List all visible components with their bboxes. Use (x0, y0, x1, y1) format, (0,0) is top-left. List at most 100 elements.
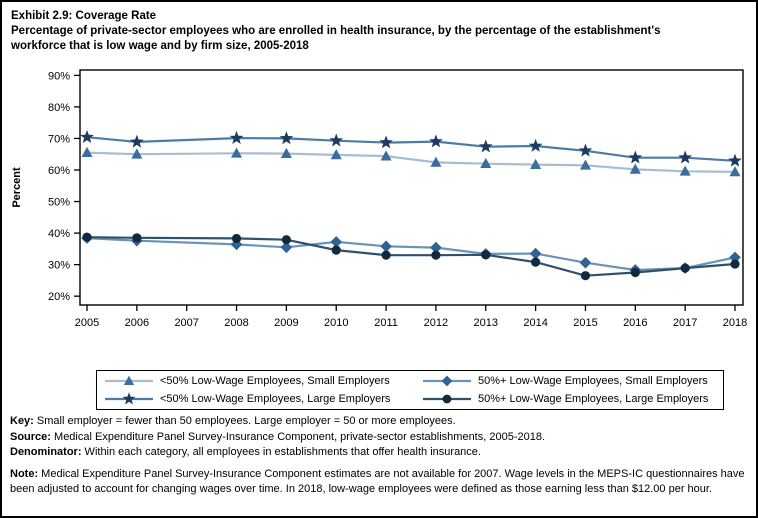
coverage-rate-line-chart: 20% 30% 40% 50% 60% 70% 80% 90% 2005 2006 2007 2008… (11, 69, 747, 329)
x-tick-label: 2012 (424, 317, 448, 329)
y-tick-label: 20% (48, 291, 70, 303)
y-tick-label: 90% (48, 70, 70, 82)
footnotes: Key: Small employer = fewer than 50 empl… (10, 414, 752, 498)
data-point-marker (331, 245, 341, 255)
legend-item: <50% Low-Wage Employees, Large Employers (105, 392, 423, 406)
data-point-marker (380, 240, 392, 253)
data-point-marker (680, 263, 690, 273)
y-tick-label: 70% (48, 133, 70, 145)
legend-diamond-marker-icon (423, 374, 471, 388)
data-point-marker (132, 233, 142, 243)
data-point-marker (279, 131, 294, 145)
data-point-marker (329, 133, 344, 147)
data-point-marker (379, 135, 393, 149)
x-tick-label: 2011 (374, 317, 398, 329)
data-point-marker (580, 271, 591, 281)
plot-border (79, 69, 744, 306)
series-line-2 (86, 237, 736, 272)
legend-label: <50% Low-Wage Employees, Small Employers (160, 375, 390, 387)
data-point-marker (330, 236, 343, 248)
data-point-marker (430, 241, 442, 254)
legend-triangle-marker-icon (105, 374, 153, 388)
x-axis: 2005 2006 2007 2008 2009 2010 2011 2012 2013 2014… (75, 305, 747, 329)
data-point-marker (478, 139, 493, 153)
x-tick-label: 2016 (623, 317, 647, 329)
data-point-marker (81, 146, 93, 157)
x-tick-label: 2005 (75, 317, 99, 329)
y-tick-label: 30% (48, 260, 70, 272)
data-point-marker (729, 251, 741, 264)
data-point-marker (729, 166, 741, 177)
legend-item: <50% Low-Wage Employees, Small Employers (105, 374, 423, 388)
series-markers-0 (81, 146, 741, 177)
data-point-marker (280, 147, 292, 158)
data-point-marker (80, 129, 94, 144)
data-point-marker (730, 259, 740, 269)
legend-label: 50%+ Low-Wage Employees, Large Employers (478, 393, 709, 405)
data-point-marker (229, 130, 244, 144)
series-path (86, 237, 736, 272)
data-point-marker (528, 138, 543, 152)
y-axis-title: Percent (11, 167, 23, 208)
data-point-marker (231, 233, 242, 244)
data-point-marker (380, 150, 392, 161)
data-point-marker (82, 232, 92, 242)
data-point-marker (480, 157, 492, 169)
data-point-marker (430, 156, 442, 167)
data-point-marker (628, 150, 643, 164)
footnote-denominator: Denominator: Within each category, all e… (10, 446, 481, 458)
chart-title-block: Exhibit 2.9: Coverage Rate Percentage of… (11, 9, 701, 54)
x-tick-label: 2006 (125, 317, 149, 329)
data-point-marker (530, 158, 542, 169)
chart-subtitle: Percentage of private-sector employees w… (11, 25, 661, 52)
x-tick-label: 2009 (274, 317, 298, 329)
x-tick-label: 2017 (673, 317, 697, 329)
data-point-marker (131, 148, 143, 159)
data-point-marker (481, 250, 491, 260)
data-point-marker (130, 134, 144, 148)
data-point-marker (281, 235, 291, 245)
y-tick-label: 50% (48, 197, 70, 209)
x-tick-label: 2013 (474, 317, 498, 329)
series-markers-1 (80, 129, 742, 167)
x-tick-label: 2014 (523, 317, 547, 329)
y-tick-label: 80% (48, 102, 70, 114)
data-point-marker (381, 250, 391, 260)
data-point-marker (330, 149, 342, 160)
x-tick-label: 2007 (174, 317, 198, 329)
data-point-marker (531, 257, 541, 267)
data-point-marker (629, 163, 641, 174)
data-point-marker (429, 134, 443, 148)
x-tick-label: 2015 (573, 317, 597, 329)
data-point-marker (230, 238, 243, 251)
data-point-marker (678, 150, 692, 164)
data-point-marker (231, 147, 243, 158)
legend-circle-marker-icon (423, 392, 471, 406)
legend-item: 50%+ Low-Wage Employees, Small Employers (423, 374, 723, 388)
data-point-marker (578, 143, 593, 157)
legend-item: 50%+ Low-Wage Employees, Large Employers (423, 392, 723, 406)
y-axis: 20% 30% 40% 50% 60% 70% 80% 90% (48, 70, 80, 303)
footnote-key: Key: Small employer = fewer than 50 empl… (10, 415, 456, 427)
data-point-marker (579, 159, 591, 170)
chart-legend: <50% Low-Wage Employees, Small Employers… (96, 370, 724, 410)
data-point-marker (280, 241, 293, 254)
legend-label: <50% Low-Wage Employees, Large Employers (160, 393, 391, 405)
legend-label: 50%+ Low-Wage Employees, Small Employers (478, 375, 708, 387)
data-point-marker (529, 247, 542, 260)
data-point-marker (630, 267, 640, 278)
legend-star-marker-icon (105, 392, 153, 406)
y-tick-label: 40% (48, 228, 70, 240)
chart-title: Exhibit 2.9: Coverage Rate (11, 10, 157, 22)
data-point-marker (728, 153, 742, 167)
data-point-marker (431, 250, 441, 260)
x-tick-label: 2008 (224, 317, 248, 329)
data-point-marker (579, 256, 592, 269)
x-tick-label: 2018 (723, 317, 747, 329)
data-point-marker (679, 165, 691, 176)
footnote-note: Note: Medical Expenditure Panel Survey-I… (10, 467, 745, 496)
x-tick-label: 2010 (324, 317, 348, 329)
footnote-source: Source: Medical Expenditure Panel Survey… (10, 430, 546, 443)
series-markers-3 (82, 232, 740, 281)
